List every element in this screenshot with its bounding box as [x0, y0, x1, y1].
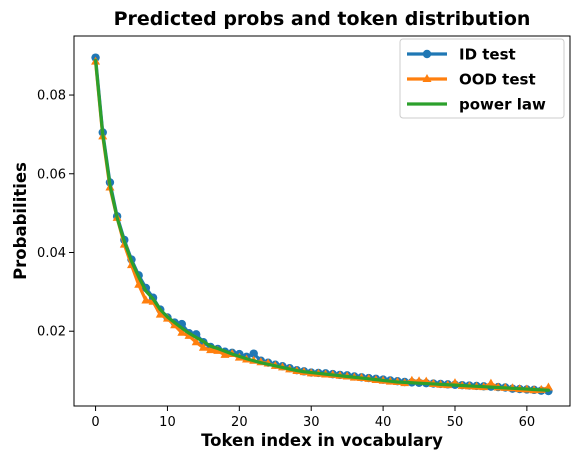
x-axis-ticks: 0 10 20 30 40 50 60	[91, 406, 535, 430]
data-point	[141, 295, 151, 304]
data-point	[249, 349, 258, 358]
y-axis-ticks: 0.02 0.04 0.06 0.08	[37, 89, 74, 340]
chart-title: Predicted probs and token distribution	[114, 8, 531, 30]
x-tick-label: 30	[303, 415, 320, 430]
data-point	[155, 309, 165, 318]
legend-label: OOD test	[459, 71, 536, 89]
x-tick-label: 50	[447, 415, 464, 430]
data-point	[134, 279, 144, 288]
data-point	[543, 382, 553, 391]
x-tick-label: 20	[231, 415, 248, 430]
legend-label: ID test	[459, 46, 516, 64]
data-point	[191, 337, 201, 346]
x-tick-label: 10	[159, 415, 176, 430]
legend-marker	[422, 49, 432, 59]
y-axis-label: Probabilities	[11, 162, 30, 280]
y-tick-label: 0.06	[37, 167, 66, 182]
legend-box	[399, 38, 565, 119]
x-tick-label: 40	[375, 415, 392, 430]
legend-label: power law	[459, 96, 546, 114]
legend: ID test OOD test power law	[399, 38, 565, 119]
series-power-law	[93, 58, 551, 392]
axes-frame	[73, 35, 571, 407]
x-tick-label: 0	[91, 415, 99, 430]
series-line	[93, 58, 551, 392]
y-tick-label: 0.04	[37, 246, 66, 261]
data-point	[486, 378, 496, 387]
legend-marker	[422, 74, 432, 82]
data-point	[198, 342, 208, 351]
data-point	[220, 349, 230, 358]
x-axis-label: Token index in vocabulary	[201, 431, 443, 450]
x-tick-label: 60	[519, 415, 536, 430]
data-point	[206, 345, 216, 354]
y-tick-label: 0.08	[37, 89, 66, 104]
y-tick-label: 0.02	[37, 325, 66, 340]
plot-area	[91, 53, 553, 396]
legend-entries: ID test OOD test power law	[407, 46, 546, 114]
data-point	[177, 327, 187, 336]
